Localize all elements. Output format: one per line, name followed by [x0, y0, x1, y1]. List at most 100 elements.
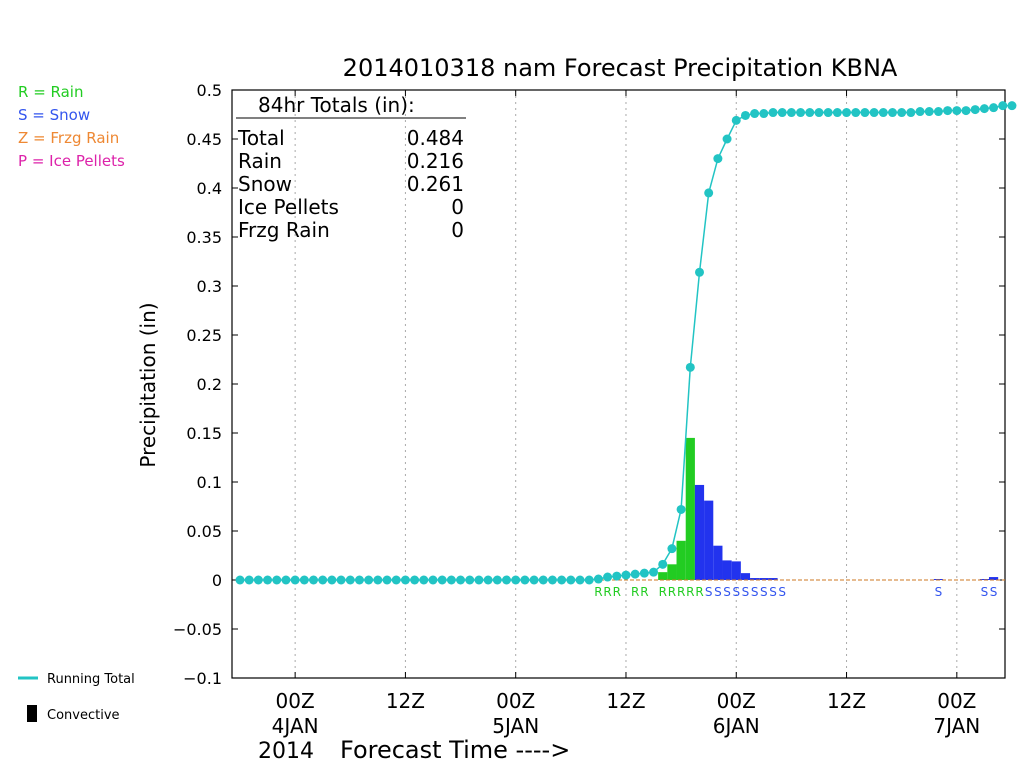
running-total-point: [465, 575, 475, 585]
running-total-point: [842, 108, 852, 118]
precip-bar: [988, 577, 999, 580]
running-total-point: [713, 154, 723, 164]
running-total-point: [924, 107, 934, 117]
x-tick-date-label: 5JAN: [492, 714, 539, 738]
running-total-point: [621, 570, 631, 580]
precip-type-code: R: [603, 585, 611, 599]
running-total-point: [667, 544, 677, 554]
running-total-point: [299, 575, 309, 585]
precip-bar: [750, 578, 760, 580]
running-total-point: [786, 108, 796, 118]
running-total-point: [777, 108, 787, 118]
running-total-point: [676, 504, 686, 514]
running-total-point: [244, 575, 254, 585]
running-total-point: [805, 108, 815, 118]
running-total-point: [327, 575, 337, 585]
running-total-point: [639, 568, 649, 578]
running-total-point: [915, 107, 925, 117]
precip-type-legend-item: Z = Frzg Rain: [18, 129, 119, 147]
running-total-point: [345, 575, 355, 585]
running-total-point: [263, 575, 273, 585]
running-total-point: [502, 575, 512, 585]
running-total-point: [529, 575, 539, 585]
running-total-point: [593, 574, 603, 584]
totals-row-label: Ice Pellets: [238, 195, 339, 219]
running-total-points: [235, 101, 1017, 585]
totals-row-value: 0: [451, 218, 464, 242]
running-total-point: [511, 575, 521, 585]
running-total-point: [419, 575, 429, 585]
running-total-point: [933, 107, 943, 117]
running-total-point: [253, 575, 263, 585]
running-total-point: [906, 108, 916, 118]
running-total-point: [456, 575, 466, 585]
precip-bar: [713, 545, 723, 580]
running-total-point: [557, 575, 567, 585]
running-total-point: [575, 575, 585, 585]
precip-bar: [658, 572, 668, 580]
precip-type-legend-item: R = Rain: [18, 83, 84, 101]
running-total-point: [740, 110, 750, 120]
running-total-point: [887, 108, 897, 118]
totals-row-value: 0: [451, 195, 464, 219]
precip-bar: [676, 540, 686, 580]
running-total-point: [860, 108, 870, 118]
x-tick-label: 12Z: [827, 689, 866, 713]
precip-type-code: R: [695, 585, 703, 599]
precip-bar: [685, 437, 695, 580]
series-legend: Running Total Convective: [18, 672, 135, 723]
running-total-point: [391, 575, 401, 585]
precip-bars: [658, 437, 999, 581]
running-total-point: [446, 575, 456, 585]
precip-type-code: S: [705, 585, 713, 599]
running-total-point: [318, 575, 328, 585]
totals-row-label: Rain: [238, 149, 282, 173]
x-tick-date-label: 4JAN: [272, 714, 319, 738]
running-total-point: [603, 572, 613, 582]
y-tick-label: 0.05: [186, 522, 222, 541]
y-tick-label: 0.1: [197, 473, 222, 492]
x-tick-label: 00Z: [937, 689, 976, 713]
precip-type-code: R: [594, 585, 602, 599]
x-tick-label: 00Z: [276, 689, 315, 713]
y-tick-label: 0.3: [197, 277, 222, 296]
precip-type-code: R: [640, 585, 648, 599]
precip-type-code: S: [769, 585, 777, 599]
precip-type-code: S: [742, 585, 750, 599]
y-axis-ticks: 0.5 0.45 0.4 0.35 0.3 0.25 0.2 0.15 0.1 0.05 0 −0.0…: [173, 81, 1005, 688]
running-total-point: [952, 106, 962, 116]
totals-row-value: 0.261: [407, 172, 464, 196]
running-total-point: [364, 575, 374, 585]
running-total-point: [410, 575, 420, 585]
precip-type-code: R: [677, 585, 685, 599]
running-total-point: [520, 575, 530, 585]
running-total-point: [474, 575, 484, 585]
running-total-point: [970, 105, 980, 115]
running-total-point: [1007, 101, 1017, 111]
precip-type-code: R: [659, 585, 667, 599]
x-tick-date-label: 7JAN: [933, 714, 980, 738]
x-axis-label: Forecast Time ---->: [340, 736, 570, 764]
running-total-point: [704, 188, 714, 198]
running-total-point: [979, 104, 989, 114]
running-total-point: [759, 109, 769, 119]
running-total-point: [382, 575, 392, 585]
precip-bar: [722, 560, 732, 580]
precip-type-code: S: [760, 585, 768, 599]
convective-legend-swatch: [27, 705, 37, 722]
precip-bar: [768, 578, 778, 580]
running-total-point: [796, 108, 806, 118]
x-tick-label: 12Z: [386, 689, 425, 713]
running-total-point: [400, 575, 410, 585]
precip-bar: [731, 561, 741, 580]
running-total-point: [373, 575, 383, 585]
precip-type-code: R: [613, 585, 621, 599]
running-total-point: [943, 106, 953, 116]
precip-type-code: S: [723, 585, 731, 599]
precip-type-legend-item: S = Snow: [18, 106, 90, 124]
running-total-point: [547, 575, 557, 585]
precip-bar: [667, 564, 677, 580]
running-total-point: [768, 108, 778, 118]
x-tick-label: 00Z: [717, 689, 756, 713]
precip-type-code: S: [732, 585, 740, 599]
